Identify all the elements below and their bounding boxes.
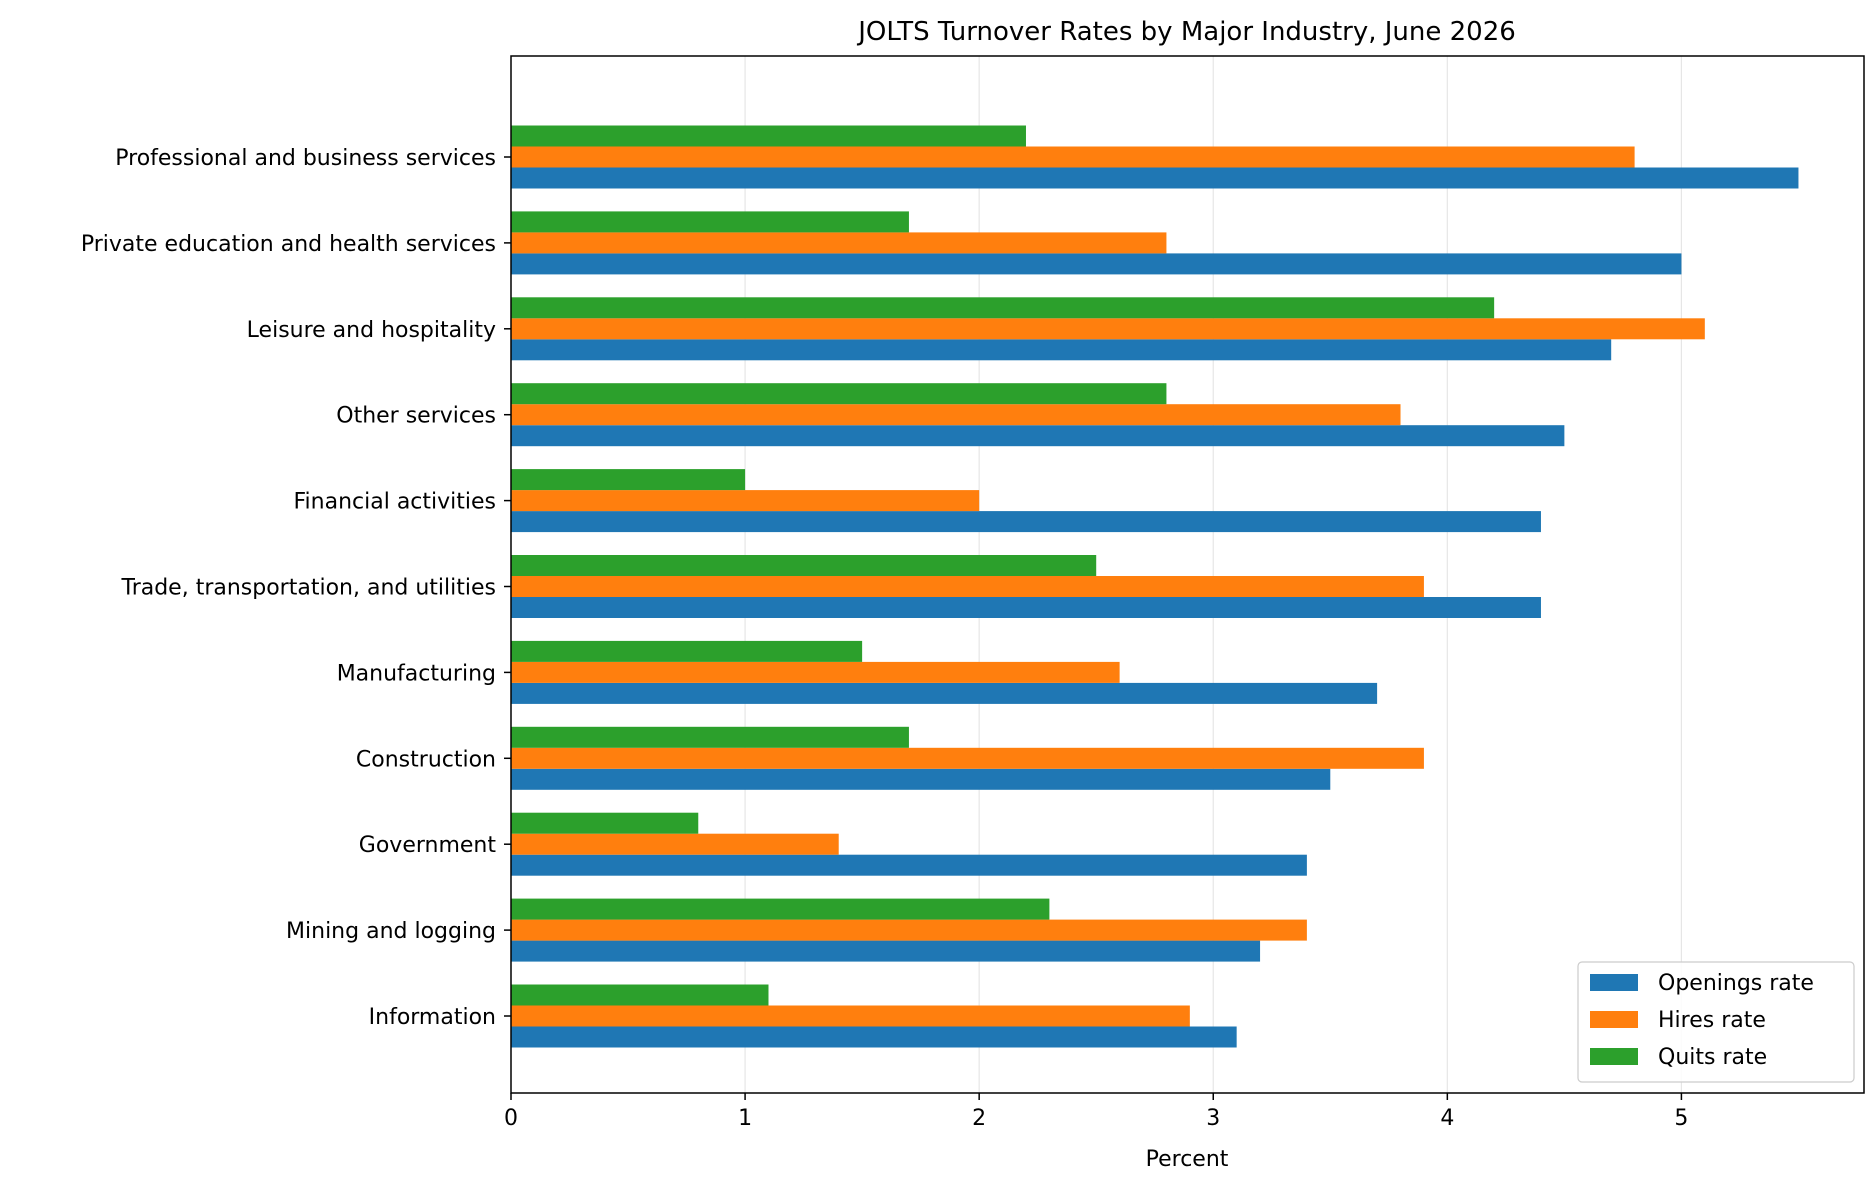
bar-openings-rate-9 <box>511 940 1261 962</box>
bar-openings-rate-5 <box>511 597 1541 618</box>
bar-openings-rate-6 <box>511 682 1378 704</box>
bar-hires-rate-0 <box>511 146 1635 168</box>
bar-hires-rate-5 <box>511 576 1424 597</box>
bar-quits-rate-2 <box>511 297 1495 319</box>
x-axis-label: Percent <box>1146 1147 1229 1172</box>
y-axis: Professional and business services Privat… <box>81 146 511 1030</box>
x-tick-label: 2 <box>972 1106 986 1131</box>
legend-label: Hires rate <box>1658 1008 1766 1033</box>
y-tick-label: Manufacturing <box>337 661 496 686</box>
bar-hires-rate-9 <box>511 919 1307 941</box>
bar-openings-rate-0 <box>511 167 1799 189</box>
bar-openings-rate-2 <box>511 339 1612 361</box>
legend: Openings rate Hires rate Quits rate <box>1577 961 1855 1083</box>
bar-hires-rate-7 <box>511 747 1424 769</box>
bars <box>511 125 1799 1048</box>
legend-label: Quits rate <box>1658 1045 1767 1070</box>
y-tick-label: Construction <box>356 747 496 772</box>
y-tick-label: Information <box>369 1005 496 1030</box>
x-tick-label: 4 <box>1440 1106 1454 1131</box>
bar-openings-rate-10 <box>511 1026 1237 1048</box>
bar-openings-rate-3 <box>511 425 1565 447</box>
y-tick-label: Government <box>359 833 497 858</box>
x-tick-label: 5 <box>1674 1106 1688 1131</box>
bar-quits-rate-10 <box>511 984 769 1006</box>
bar-hires-rate-6 <box>511 661 1120 683</box>
bar-hires-rate-1 <box>511 232 1167 254</box>
bar-hires-rate-8 <box>511 833 839 855</box>
x-tick-label: 1 <box>738 1106 752 1131</box>
x-tick-label: 3 <box>1206 1106 1220 1131</box>
y-tick-label: Private education and health services <box>81 232 496 257</box>
bar-openings-rate-4 <box>511 511 1541 533</box>
bar-quits-rate-4 <box>511 469 746 491</box>
bar-quits-rate-9 <box>511 898 1050 920</box>
x-tick-label: 0 <box>504 1106 518 1131</box>
bar-openings-rate-1 <box>511 253 1682 275</box>
bar-hires-rate-2 <box>511 318 1705 340</box>
plot-frame <box>510 55 1865 1094</box>
bar-quits-rate-7 <box>511 726 909 748</box>
y-tick-label: Leisure and hospitality <box>247 318 496 343</box>
bar-openings-rate-7 <box>511 768 1331 790</box>
bar-hires-rate-10 <box>511 1005 1190 1027</box>
y-tick-label: Financial activities <box>293 490 496 515</box>
bar-quits-rate-3 <box>511 383 1167 405</box>
bar-quits-rate-1 <box>511 211 909 233</box>
bar-hires-rate-3 <box>511 404 1401 426</box>
legend-swatch <box>1590 1011 1638 1028</box>
legend-swatch <box>1590 974 1638 991</box>
x-axis: 0 1 2 3 4 5 <box>504 1093 1688 1131</box>
bar-quits-rate-6 <box>511 640 863 662</box>
chart-title: JOLTS Turnover Rates by Major Industry, … <box>856 17 1516 47</box>
bar-quits-rate-0 <box>511 125 1026 147</box>
y-tick-label: Professional and business services <box>115 146 496 171</box>
bar-quits-rate-5 <box>511 555 1097 576</box>
bar-hires-rate-4 <box>511 490 980 512</box>
bar-openings-rate-8 <box>511 854 1307 876</box>
legend-label: Openings rate <box>1658 971 1814 996</box>
bar-quits-rate-8 <box>511 812 699 834</box>
legend-swatch <box>1590 1048 1638 1065</box>
y-tick-label: Trade, transportation, and utilities <box>120 576 496 601</box>
y-tick-label: Mining and logging <box>286 919 496 944</box>
legend-box <box>1577 961 1855 1083</box>
y-tick-label: Other services <box>336 404 496 429</box>
